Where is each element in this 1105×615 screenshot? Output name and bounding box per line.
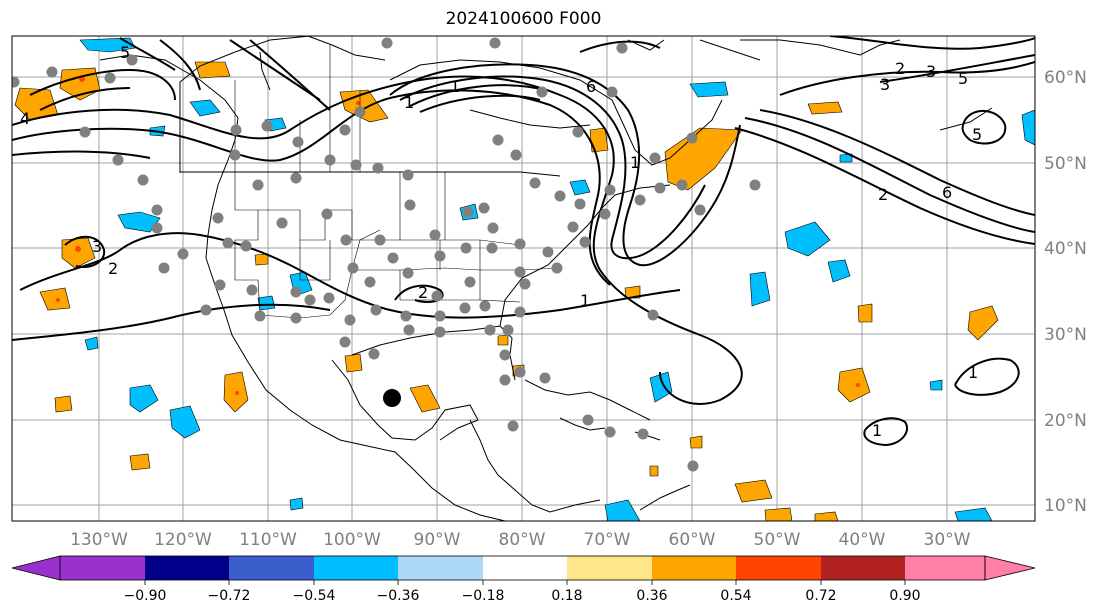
colorbar-tick-label: 0.18	[551, 588, 582, 604]
contour-label-group: 1 2 3 4 5 6 1 2 3 5 6 2 3 5 1 2 1 1 1	[20, 43, 982, 440]
lat-label: 50°N	[1044, 154, 1087, 174]
contour-label: 4	[20, 109, 30, 128]
colorbar-tick-label: −0.36	[377, 588, 420, 604]
colorbar-segment	[567, 556, 652, 580]
colorbar-segment	[398, 556, 483, 580]
lat-label: 30°N	[1044, 325, 1087, 345]
contour-label: 6	[586, 77, 596, 96]
lon-label: 130°W	[70, 530, 128, 550]
contour-label: 2	[418, 283, 428, 302]
contour-label: 6	[942, 183, 952, 202]
lat-label: 20°N	[1044, 411, 1087, 431]
lat-label: 10°N	[1044, 496, 1087, 516]
coastlines-borders	[99, 36, 993, 521]
colorbar-tick-label: 0.36	[636, 588, 667, 604]
lon-label: 60°W	[669, 530, 716, 550]
colorbar-tick-label: −0.72	[208, 588, 251, 604]
colorbar-segment	[736, 556, 821, 580]
center-marker	[383, 389, 401, 407]
strong-positive-shading	[56, 76, 860, 395]
contour-label: 1	[580, 291, 590, 310]
graticule	[12, 36, 1035, 521]
station-dots	[12, 37, 761, 472]
lon-label: 30°W	[924, 530, 971, 550]
colorbar-segment	[652, 556, 736, 580]
contour-label: 5	[972, 125, 982, 144]
colorbar-extend-max	[984, 555, 1036, 581]
colorbar-segment	[229, 556, 314, 580]
contour-label: 1	[630, 153, 640, 172]
colorbar-segment	[821, 556, 905, 580]
plot-area	[12, 36, 1035, 521]
colorbar-extend-min	[11, 555, 61, 581]
contour-label: 2	[878, 185, 888, 204]
colorbar-frame	[59, 555, 986, 581]
colorbar-segment	[314, 556, 398, 580]
colorbar-segment	[145, 556, 229, 580]
state-borders	[180, 45, 561, 319]
colorbar-tick-label: −0.90	[124, 588, 167, 604]
contour-label: 5	[958, 69, 968, 88]
colorbar-tick-label: −0.18	[462, 588, 505, 604]
lon-label: 90°W	[414, 530, 461, 550]
contour-label: 1	[968, 363, 978, 382]
contour-label: 2	[108, 259, 118, 278]
contour-label: 3	[880, 75, 890, 94]
plot-frame	[11, 35, 1036, 522]
lon-label: 100°W	[323, 530, 381, 550]
colorbar-tick-label: 0.72	[805, 588, 836, 604]
map-title: 2024100600 F000	[445, 9, 602, 29]
contour-label: 1	[404, 93, 414, 112]
contour-label: 3	[926, 62, 936, 81]
lon-label: 70°W	[584, 530, 631, 550]
colorbar-segment	[483, 556, 567, 580]
colorbar-segment	[60, 556, 145, 580]
positive-anomaly-shading	[14, 61, 999, 521]
contour-lines	[12, 36, 1035, 447]
lon-label: 80°W	[499, 530, 546, 550]
lon-label: 110°W	[239, 530, 297, 550]
lon-label: 50°W	[754, 530, 801, 550]
colorbar-segment	[905, 556, 985, 580]
lat-label: 40°N	[1044, 239, 1087, 259]
colorbar-tick-label: 0.90	[889, 588, 920, 604]
colorbar-tick-label: 0.54	[720, 588, 751, 604]
colorbar-tick-label: −0.54	[293, 588, 336, 604]
contour-label: 1	[872, 421, 882, 440]
contour-label: 1	[450, 77, 460, 96]
negative-anomaly-shading	[79, 37, 1035, 521]
contour-label: 5	[120, 43, 130, 62]
lat-label: 60°N	[1044, 68, 1087, 88]
colorbar: −0.90 −0.72 −0.54 −0.36 −0.18 0.18 0.36 …	[11, 555, 1036, 604]
contour-label: 2	[895, 59, 905, 78]
contour-label: 3	[92, 237, 102, 256]
lon-label: 40°W	[839, 530, 886, 550]
lon-label: 120°W	[154, 530, 212, 550]
lat-labels: 60°N 50°N 40°N 30°N 20°N 10°N	[1044, 68, 1087, 516]
lon-labels: 130°W 120°W 110°W 100°W 90°W 80°W 70°W 6…	[70, 530, 971, 550]
